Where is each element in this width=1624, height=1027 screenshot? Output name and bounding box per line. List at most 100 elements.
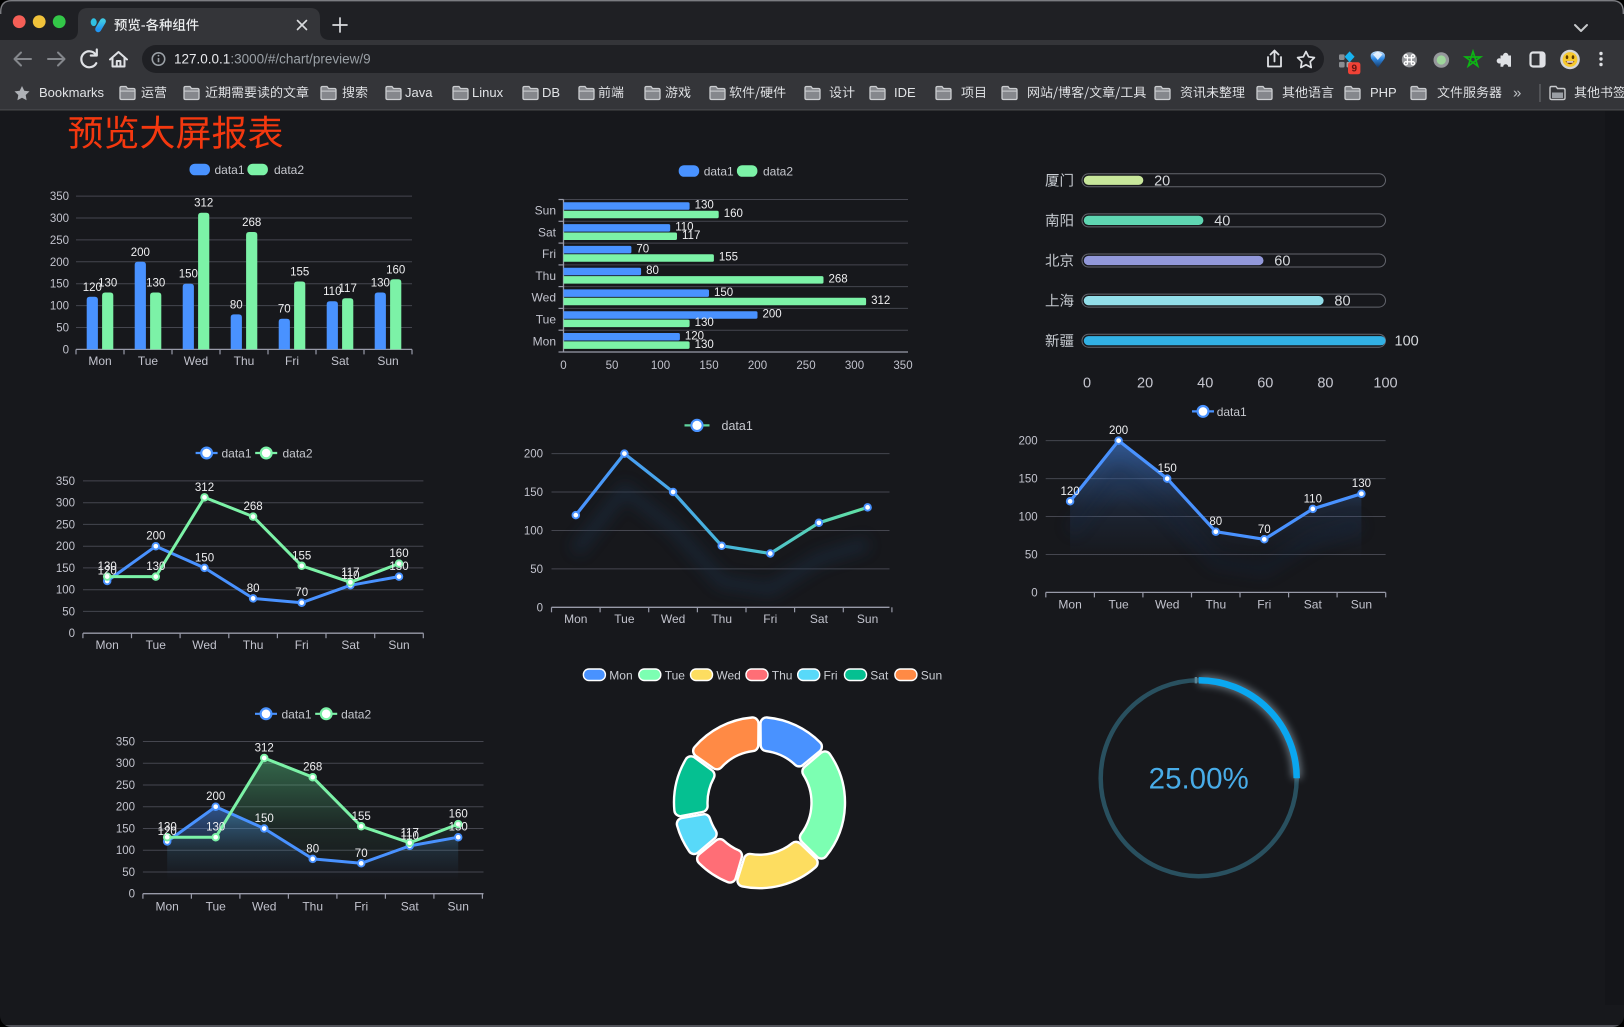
svg-text:Mon: Mon	[564, 612, 587, 626]
svg-text:50: 50	[1025, 550, 1038, 562]
svg-text:100: 100	[1373, 376, 1397, 392]
svg-text:110: 110	[401, 830, 419, 842]
svg-text:80: 80	[306, 843, 319, 855]
svg-text:250: 250	[50, 235, 69, 247]
svg-text:Fri: Fri	[354, 900, 368, 914]
svg-text:117: 117	[339, 283, 357, 295]
svg-text:160: 160	[389, 548, 408, 560]
svg-text:130: 130	[146, 278, 165, 290]
svg-text:110: 110	[675, 222, 693, 234]
svg-text:150: 150	[179, 269, 198, 281]
svg-text:300: 300	[116, 758, 135, 770]
svg-text:120: 120	[83, 282, 102, 294]
svg-text:268: 268	[829, 274, 848, 286]
svg-text:data2: data2	[763, 164, 793, 178]
svg-text:Sun: Sun	[388, 638, 409, 652]
svg-text:Sun: Sun	[921, 669, 942, 683]
svg-text:Bookmarks: Bookmarks	[39, 85, 105, 100]
svg-text:120: 120	[98, 566, 117, 578]
svg-text:70: 70	[355, 848, 368, 860]
svg-text:Mon: Mon	[96, 638, 119, 652]
svg-text:50: 50	[122, 867, 135, 879]
svg-text:Thu: Thu	[234, 354, 255, 368]
svg-text:40: 40	[1214, 213, 1230, 229]
svg-text:250: 250	[116, 780, 135, 792]
svg-text:130: 130	[371, 278, 390, 290]
svg-text:100: 100	[524, 526, 543, 538]
svg-text:80: 80	[230, 299, 243, 311]
svg-text:20: 20	[1137, 376, 1153, 392]
svg-text:data2: data2	[274, 163, 304, 177]
svg-text:100: 100	[50, 301, 69, 313]
svg-text:Fri: Fri	[285, 354, 299, 368]
svg-text:Thu: Thu	[1205, 598, 1226, 612]
svg-text:117: 117	[682, 230, 700, 242]
svg-text:Sun: Sun	[857, 612, 878, 626]
svg-text:80: 80	[646, 265, 659, 277]
svg-text:155: 155	[292, 550, 311, 562]
svg-text:0: 0	[63, 344, 69, 356]
svg-text:data1: data1	[215, 163, 245, 177]
svg-text:0: 0	[1031, 587, 1037, 599]
svg-text:350: 350	[50, 191, 69, 203]
svg-text:200: 200	[206, 791, 225, 803]
svg-text:100: 100	[1019, 512, 1038, 524]
svg-text:60: 60	[1274, 254, 1290, 270]
svg-text:312: 312	[195, 482, 214, 494]
svg-text:Sun: Sun	[1351, 598, 1372, 612]
svg-text:268: 268	[244, 501, 263, 513]
svg-text:9: 9	[1352, 64, 1358, 75]
svg-text:200: 200	[116, 802, 135, 814]
svg-text:150: 150	[255, 813, 274, 825]
svg-text:Sun: Sun	[535, 204, 556, 218]
svg-text:160: 160	[449, 809, 468, 821]
svg-text:Wed: Wed	[661, 612, 685, 626]
svg-text:350: 350	[116, 737, 135, 749]
svg-text:117: 117	[341, 567, 359, 579]
svg-text:Thu: Thu	[302, 900, 323, 914]
svg-text:Tue: Tue	[536, 313, 557, 327]
svg-text:0: 0	[69, 628, 75, 640]
svg-text:312: 312	[871, 295, 890, 307]
svg-text:160: 160	[386, 264, 405, 276]
svg-text:130: 130	[695, 317, 714, 329]
svg-text:200: 200	[146, 531, 165, 543]
svg-text:160: 160	[724, 208, 743, 220]
svg-text:110: 110	[323, 286, 341, 298]
svg-text:Fri: Fri	[295, 638, 309, 652]
svg-text:0: 0	[537, 602, 543, 614]
svg-text:100: 100	[651, 360, 670, 372]
svg-text:268: 268	[303, 762, 322, 774]
svg-text:data1: data1	[1217, 405, 1247, 419]
svg-text:Sat: Sat	[341, 638, 360, 652]
svg-text:250: 250	[56, 519, 75, 531]
svg-text:155: 155	[290, 267, 309, 279]
svg-text:Wed: Wed	[1155, 598, 1179, 612]
svg-text:117: 117	[401, 827, 419, 839]
svg-text:130: 130	[146, 561, 165, 573]
svg-text:DB: DB	[542, 85, 560, 100]
svg-text:Mon: Mon	[88, 354, 111, 368]
svg-text:Sun: Sun	[377, 354, 398, 368]
svg-text:Wed: Wed	[184, 354, 208, 368]
svg-text:Sat: Sat	[538, 225, 557, 239]
svg-text:Sat: Sat	[331, 354, 350, 368]
svg-text:50: 50	[606, 360, 619, 372]
svg-text:312: 312	[194, 198, 213, 210]
svg-text:IDE: IDE	[894, 85, 916, 100]
svg-text:Wed: Wed	[532, 291, 556, 305]
svg-text:150: 150	[116, 824, 135, 836]
svg-text:150: 150	[1158, 463, 1177, 475]
svg-text:Sat: Sat	[810, 612, 829, 626]
svg-text:100: 100	[1395, 334, 1419, 350]
svg-text:Sat: Sat	[870, 669, 889, 683]
svg-text:Tue: Tue	[206, 900, 227, 914]
svg-text:data1: data1	[222, 447, 252, 461]
svg-text:0: 0	[1083, 376, 1091, 392]
svg-text:100: 100	[56, 585, 75, 597]
svg-text:70: 70	[278, 304, 291, 316]
svg-text:150: 150	[56, 563, 75, 575]
svg-text:150: 150	[714, 287, 733, 299]
svg-text:127.0.0.1:3000/#/chart/preview: 127.0.0.1:3000/#/chart/preview/9	[174, 52, 371, 67]
svg-text:268: 268	[242, 217, 261, 229]
